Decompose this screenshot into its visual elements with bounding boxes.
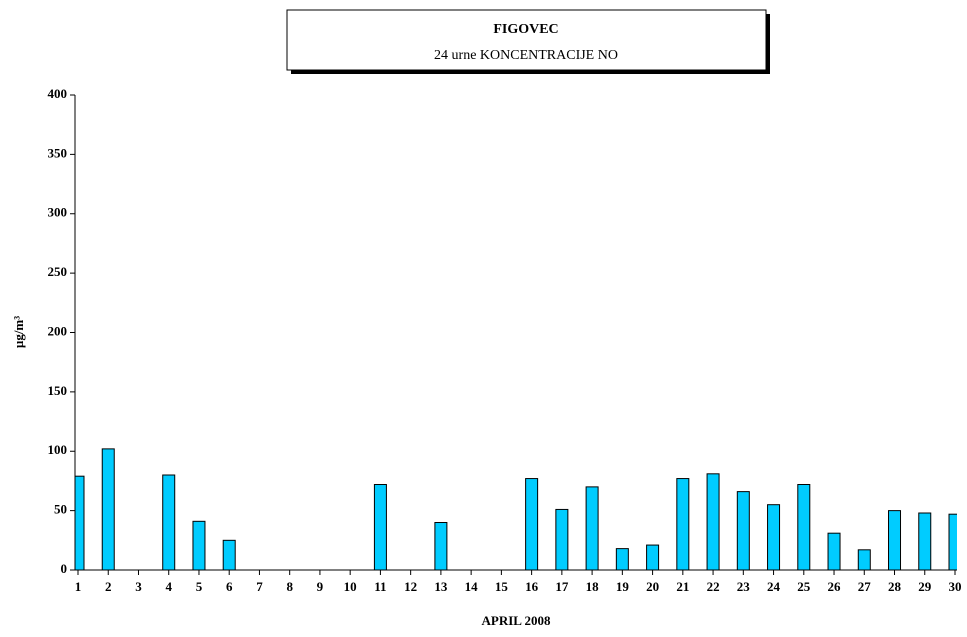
y-tick-label: 300 (48, 205, 68, 220)
bars (75, 448, 957, 571)
x-tick-label: 25 (797, 579, 811, 594)
bar (192, 520, 206, 571)
x-axis-label: APRIL 2008 (482, 613, 551, 628)
bar (676, 478, 690, 571)
x-tick-label: 30 (949, 579, 962, 594)
x-tick-label: 18 (586, 579, 600, 594)
bar (525, 478, 539, 571)
x-tick-label: 27 (858, 579, 872, 594)
bar (555, 508, 569, 571)
x-tick-label: 11 (374, 579, 386, 594)
x-tick-label: 16 (525, 579, 539, 594)
x-tick-label: 6 (226, 579, 233, 594)
y-axis-label: µg/m³ (11, 316, 26, 348)
x-tick-label: 3 (135, 579, 142, 594)
bar (162, 474, 176, 571)
y-tick-label: 200 (48, 323, 68, 338)
bar (615, 548, 629, 571)
y-tick-label: 50 (54, 502, 67, 517)
x-tick-label: 8 (286, 579, 293, 594)
bar (222, 539, 236, 571)
x-tick-label: 23 (737, 579, 751, 594)
bar (585, 486, 599, 571)
x-tick-label: 4 (165, 579, 172, 594)
x-tick-label: 19 (616, 579, 630, 594)
x-tick-label: 12 (404, 579, 417, 594)
x-tick-label: 14 (465, 579, 479, 594)
x-tick-label: 17 (555, 579, 569, 594)
title-box (286, 9, 767, 71)
bar (434, 522, 448, 571)
bar (827, 532, 841, 571)
y-tick-label: 350 (48, 145, 68, 160)
x-tick-label: 7 (256, 579, 263, 594)
y-tick-label: 100 (48, 442, 68, 457)
chart-subtitle: 24 urne KONCENTRACIJE NO (434, 48, 618, 63)
x-tick-label: 9 (317, 579, 324, 594)
y-tick-label: 400 (48, 86, 68, 101)
x-tick-label: 20 (646, 579, 659, 594)
x-tick-label: 28 (888, 579, 902, 594)
bar (918, 512, 932, 571)
bar (75, 475, 85, 571)
chart-title: FIGOVEC (493, 22, 558, 37)
y-tick-label: 250 (48, 264, 68, 279)
x-tick-label: 1 (75, 579, 82, 594)
bar (706, 473, 720, 571)
x-tick-label: 5 (196, 579, 203, 594)
x-tick-label: 22 (707, 579, 720, 594)
bar (888, 510, 902, 571)
x-tick-label: 21 (676, 579, 689, 594)
x-tick-label: 2 (105, 579, 112, 594)
x-tick-label: 10 (344, 579, 357, 594)
bar (736, 491, 750, 571)
bar (646, 544, 660, 571)
y-tick-label: 0 (61, 561, 68, 576)
bar (857, 549, 871, 571)
bar (373, 484, 387, 571)
x-tick-label: 24 (767, 579, 781, 594)
x-tick-label: 29 (918, 579, 932, 594)
bar (797, 484, 811, 571)
bar (948, 513, 957, 571)
x-tick-label: 15 (495, 579, 509, 594)
x-tick-label: 26 (828, 579, 842, 594)
bar (767, 504, 781, 571)
y-tick-label: 150 (48, 383, 68, 398)
x-tick-label: 13 (434, 579, 448, 594)
bar (101, 448, 115, 571)
